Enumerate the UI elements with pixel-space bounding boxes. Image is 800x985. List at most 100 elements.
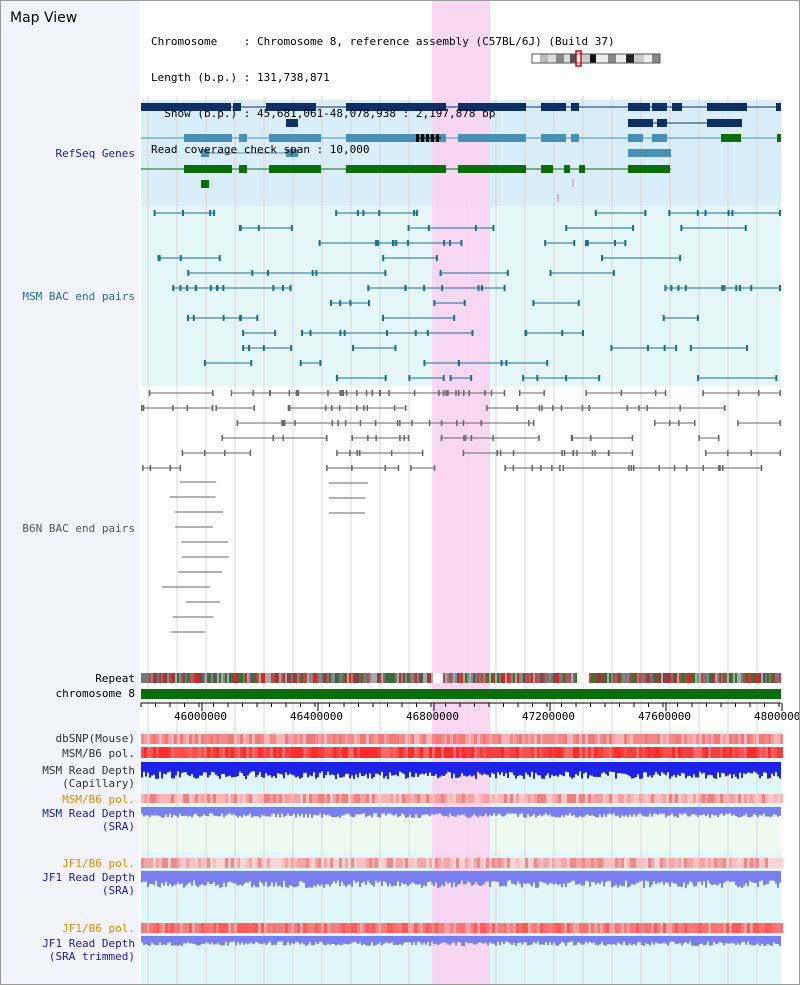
track-label-refseq[interactable]: RefSeq Genes — [55, 147, 135, 160]
msm-b6-pol-strip — [192, 747, 195, 758]
jf1-depth-sra-bar — [193, 871, 195, 881]
jf1-depth-sra-bar — [177, 871, 179, 883]
dbsnp-strip — [315, 734, 318, 744]
gene-exon — [431, 134, 434, 142]
repeat-segment — [643, 673, 645, 683]
msm-b6-pol-strip — [372, 747, 375, 758]
msm-depth-capillary-bar — [297, 762, 299, 777]
track-label-msm-depth-cap: MSM Read Depth — [42, 764, 135, 777]
jf1-depth-sra-bar — [169, 871, 171, 884]
msm-bac-end — [192, 315, 195, 321]
msm-b6-pol-strip — [762, 747, 765, 758]
jf1-depth-trim-bar — [359, 936, 361, 943]
jf1-depth-sra-bar — [447, 871, 449, 884]
jf1-b6-pol-strip — [654, 858, 657, 868]
jf1-depth-trim-bar — [707, 936, 709, 942]
msm-b6-pol-strip-2 — [420, 794, 423, 803]
msm-bac-end — [474, 225, 477, 231]
jf1-depth-sra-bar — [303, 871, 305, 883]
msm-depth-sra-bar — [583, 807, 585, 817]
dbsnp-strip — [303, 734, 306, 744]
jf1-depth-sra-bar — [393, 871, 395, 886]
jf1-b6-pol-strip-2 — [606, 923, 609, 933]
jf1-b6-pol-strip — [579, 858, 582, 868]
jf1-b6-pol-strip — [582, 858, 585, 868]
msm-depth-sra-bar — [713, 807, 715, 816]
jf1-b6-pol-strip-2 — [276, 923, 279, 933]
jf1-b6-pol-strip-2 — [288, 923, 291, 933]
dbsnp-strip — [747, 734, 750, 744]
msm-depth-sra-bar — [217, 807, 219, 817]
jf1-depth-trim-bar — [751, 936, 753, 946]
jf1-depth-trim-bar — [345, 936, 347, 944]
gene-exon — [286, 119, 298, 127]
b6n-bac-end — [727, 450, 729, 456]
dbsnp-strip — [711, 734, 714, 744]
repeat-segment — [633, 673, 635, 683]
msm-depth-sra-bar — [557, 807, 559, 818]
gene-exon — [141, 103, 231, 111]
repeat-segment — [297, 673, 299, 683]
jf1-depth-sra-bar — [767, 871, 769, 884]
dbsnp-strip — [471, 734, 474, 744]
jf1-depth-sra-bar — [505, 871, 507, 887]
jf1-depth-sra-bar — [433, 871, 435, 886]
msm-b6-pol-strip-2 — [459, 794, 462, 803]
msm-b6-pol-strip — [177, 747, 180, 758]
jf1-depth-trim-bar — [447, 936, 449, 945]
dbsnp-strip — [204, 734, 207, 744]
msm-b6-pol-strip — [741, 747, 744, 758]
jf1-b6-pol-strip-2 — [402, 923, 405, 933]
msm-depth-capillary-bar — [619, 762, 621, 774]
dbsnp-strip — [576, 734, 579, 744]
msm-depth-capillary-bar — [647, 762, 649, 777]
msm-depth-sra-bar — [683, 807, 685, 814]
jf1-depth-sra-bar — [413, 871, 415, 883]
repeat-segment — [537, 673, 539, 683]
dbsnp-strip — [249, 734, 252, 744]
msm-b6-pol-strip — [243, 747, 246, 758]
repeat-segment — [269, 673, 271, 683]
gene-exon — [541, 103, 566, 111]
jf1-b6-pol-strip — [585, 858, 588, 868]
msm-bac-end — [319, 360, 322, 366]
jf1-b6-pol-strip-2 — [612, 923, 615, 933]
dbsnp-strip — [549, 734, 552, 744]
dbsnp-strip — [465, 734, 468, 744]
jf1-depth-sra-bar — [553, 871, 555, 885]
msm-depth-sra-bar — [511, 807, 513, 814]
msm-b6-pol-strip-2 — [744, 794, 747, 803]
msm-bac-end — [439, 270, 442, 276]
track-label-b6n-bac[interactable]: B6N BAC end pairs — [22, 522, 135, 535]
jf1-b6-pol-strip-2 — [501, 923, 504, 933]
jf1-depth-trim-bar — [239, 936, 241, 945]
dbsnp-strip — [477, 734, 480, 744]
track-label-jf1-depth-trim: JF1 Read Depth — [42, 937, 135, 950]
msm-depth-sra-bar — [287, 807, 289, 814]
msm-depth-sra-bar — [397, 807, 399, 818]
msm-bac-end — [289, 285, 292, 291]
jf1-b6-pol-strip-2 — [681, 923, 684, 933]
msm-b6-pol-strip-2 — [618, 794, 621, 803]
jf1-depth-sra-bar — [379, 871, 381, 882]
msm-depth-capillary-bar — [227, 762, 229, 777]
dbsnp-strip — [372, 734, 375, 744]
msm-b6-pol-strip — [708, 747, 711, 758]
msm-b6-pol-strip-2 — [438, 794, 441, 803]
dbsnp-strip — [582, 734, 585, 744]
jf1-b6-pol-strip-2 — [267, 923, 270, 933]
jf1-depth-sra-bar — [329, 871, 331, 887]
msm-depth-capillary-bar — [379, 762, 381, 776]
jf1-b6-pol-strip-2 — [261, 923, 264, 933]
b6n-bac-end — [230, 390, 233, 396]
jf1-depth-trim-bar — [367, 936, 369, 946]
msm-b6-pol-strip — [423, 747, 426, 758]
repeat-segment — [715, 673, 717, 683]
msm-depth-capillary-bar — [741, 762, 743, 778]
jf1-depth-sra-bar — [565, 871, 567, 887]
track-label-msm-bac[interactable]: MSM BAC end pairs — [22, 290, 135, 303]
repeat-segment — [361, 673, 363, 683]
jf1-depth-sra-bar — [443, 871, 445, 887]
msm-depth-sra-bar — [157, 807, 159, 816]
